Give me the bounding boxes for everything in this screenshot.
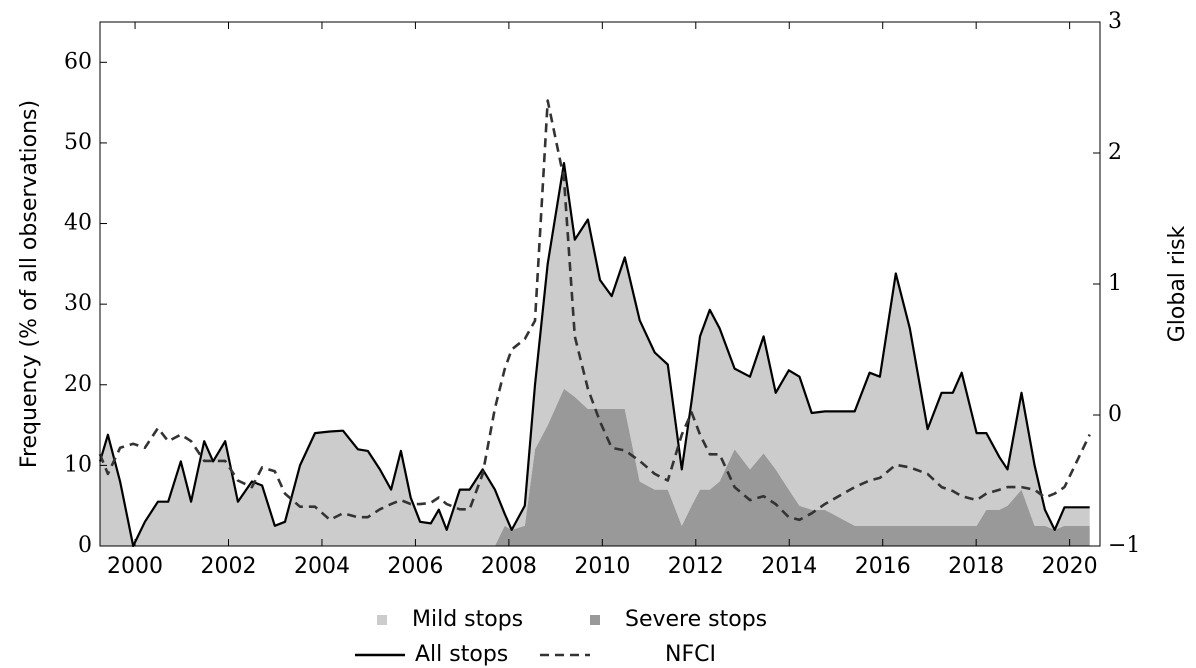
line [98,99,1091,522]
x-tick-label: 2018 [948,554,1004,579]
y-tick-label: 10 [64,452,92,477]
x-tick-label: 2002 [201,554,257,579]
legend-label: Severe stops [625,607,767,632]
x-tick-label: 2016 [855,554,911,579]
x-tick-label: 2012 [668,554,724,579]
y2-tick-label: 0 [1108,402,1122,427]
plot-area [98,99,1091,548]
y2-tick-label: 3 [1108,9,1122,34]
y2-tick-label: −1 [1108,533,1140,558]
legend-label: All stops [415,642,508,667]
legend-swatch [590,615,600,625]
y2-tick-label: 1 [1108,271,1122,296]
x-tick-label: 2010 [574,554,630,579]
area [100,163,1090,546]
x-tick-label: 2004 [294,554,350,579]
y-tick-label: 20 [64,372,92,397]
y-tick-label: 40 [64,211,92,236]
legend-label: NFCI [665,642,716,667]
y2-tick-label: 2 [1108,140,1122,165]
x-tick-label: 2006 [387,554,443,579]
x-tick-label: 2008 [481,554,537,579]
y-axis-label: Frequency (% of all observations) [17,100,42,468]
legend-label: Mild stops [412,607,523,632]
y-tick-label: 0 [78,533,92,558]
x-tick-label: 2000 [107,554,163,579]
x-tick-label: 2020 [1042,554,1098,579]
legend-swatch [377,615,387,625]
y-tick-label: 60 [64,49,92,74]
y-tick-label: 50 [64,130,92,155]
area [100,388,1090,546]
y2-axis-label: Global risk [1165,225,1190,342]
x-tick-label: 2014 [761,554,817,579]
y-tick-label: 30 [64,291,92,316]
